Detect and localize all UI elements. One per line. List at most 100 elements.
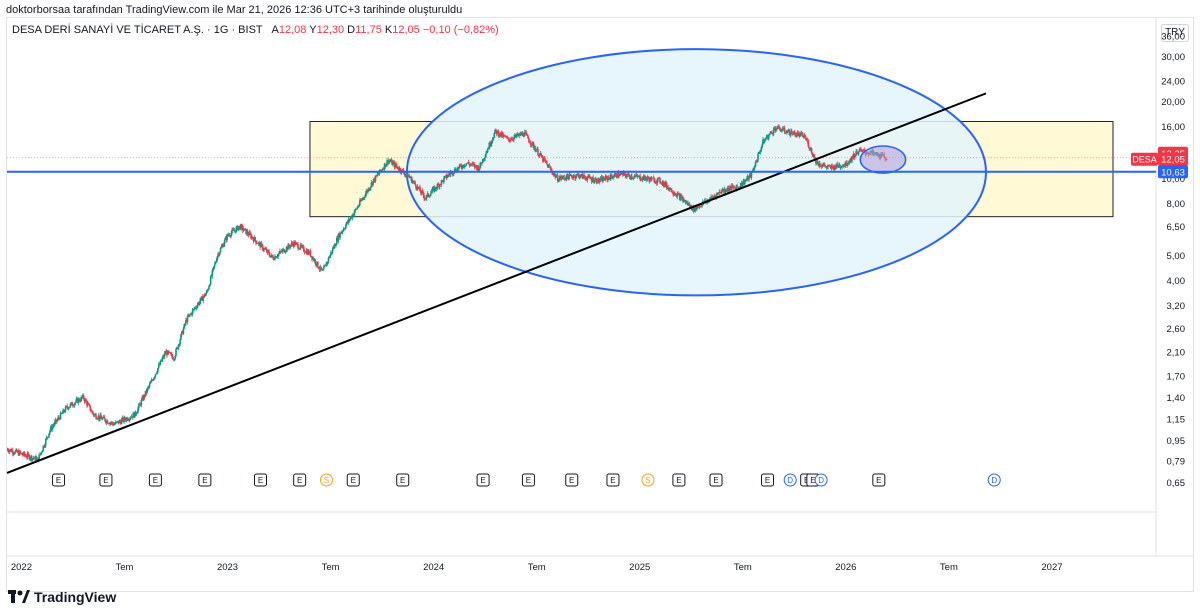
candle-body — [640, 179, 642, 181]
candle-body — [301, 246, 303, 248]
candle-body — [217, 254, 219, 257]
candle-body — [517, 134, 519, 136]
candle-body — [323, 266, 326, 268]
candle-body — [359, 200, 361, 205]
candle-body — [21, 452, 23, 455]
candle-body — [60, 412, 63, 414]
candle-body — [724, 189, 726, 192]
candle-body — [818, 163, 820, 166]
candle-body — [109, 422, 111, 425]
candle-body — [595, 178, 598, 183]
currency-button[interactable]: TRY — [1161, 24, 1189, 42]
candle-body — [495, 129, 497, 131]
candle-body — [815, 160, 818, 164]
candle-body — [40, 452, 43, 453]
candle-body — [7, 450, 10, 452]
candle-body — [816, 160, 819, 165]
symbol-legend[interactable]: DESA DERİ SANAYİ VE TİCARET A.Ş. · 1G · … — [12, 24, 499, 36]
candle-body — [687, 203, 690, 206]
candle-body — [696, 206, 698, 208]
candle-body — [240, 224, 242, 230]
candle-body — [850, 158, 853, 162]
candle-body — [146, 388, 148, 393]
candle-body — [779, 128, 782, 132]
candle-body — [479, 162, 482, 169]
candle-body — [857, 151, 860, 155]
candle-body — [238, 225, 241, 228]
candle-body — [856, 153, 859, 155]
x-tick-label: 2023 — [217, 562, 238, 573]
candle-body — [413, 181, 416, 183]
candle-body — [147, 387, 149, 389]
candle-body — [579, 176, 581, 179]
candle-body — [725, 191, 727, 192]
candle-body — [298, 248, 300, 250]
candle-body — [613, 174, 616, 177]
candle-body — [624, 173, 627, 176]
candle-body — [327, 257, 330, 262]
candle-body — [443, 176, 446, 178]
candle-body — [220, 246, 223, 249]
earnings-event-marker — [565, 473, 579, 487]
candle-body — [700, 206, 702, 208]
tradingview-logo[interactable]: TradingView — [8, 589, 116, 605]
candle-body — [531, 141, 533, 146]
candle-body — [563, 177, 566, 179]
candle-body — [362, 197, 364, 200]
candle-body — [107, 423, 110, 425]
candle-body — [133, 411, 136, 418]
candle-body — [328, 257, 331, 259]
candle-body — [112, 423, 115, 426]
candle-body — [568, 174, 571, 180]
candle-body — [358, 204, 360, 207]
candle-body — [661, 181, 664, 184]
candle-body — [602, 177, 604, 182]
candle-body — [302, 246, 305, 252]
candle-body — [664, 182, 666, 186]
candle-body — [826, 166, 829, 168]
candle-body — [638, 175, 641, 177]
candle-body — [227, 234, 230, 236]
candle-body — [394, 163, 397, 168]
candle-body — [254, 237, 256, 241]
candle-body — [837, 166, 839, 168]
y-tick-label: 2,10 — [1167, 348, 1186, 359]
y-tick-label: 0,65 — [1167, 478, 1186, 489]
candle-body — [467, 162, 469, 164]
candle-body — [514, 134, 516, 137]
high-value: 12,30 — [316, 24, 345, 36]
candle-body — [471, 163, 473, 165]
candle-body — [396, 166, 398, 168]
candle-body — [356, 207, 359, 209]
candle-body — [735, 186, 738, 190]
candle-body — [759, 150, 762, 152]
candle-body — [832, 166, 834, 170]
candle-body — [449, 172, 452, 175]
candle-body — [783, 127, 786, 132]
candle-body — [32, 458, 35, 459]
candle-body — [644, 175, 646, 179]
price-tag-support-bg — [1158, 165, 1188, 179]
candle-body — [586, 177, 589, 181]
candle-body — [556, 175, 558, 177]
candle-body — [255, 240, 257, 244]
candle-body — [116, 421, 119, 423]
candle-body — [743, 180, 745, 185]
candle-body — [722, 188, 725, 192]
candle-body — [616, 177, 618, 178]
candle-body — [224, 237, 227, 240]
open-label: A — [271, 24, 279, 36]
candle-body — [427, 193, 430, 197]
candle-body — [798, 133, 801, 137]
candle-body — [524, 132, 527, 134]
candle-body — [197, 302, 200, 305]
candle-body — [458, 164, 461, 167]
candle-body — [46, 437, 49, 439]
candle-body — [831, 165, 834, 167]
candle-body — [161, 359, 163, 362]
candle-body — [134, 411, 137, 415]
candle-body — [594, 178, 597, 180]
candle-body — [553, 173, 556, 175]
candle-body — [781, 130, 783, 132]
